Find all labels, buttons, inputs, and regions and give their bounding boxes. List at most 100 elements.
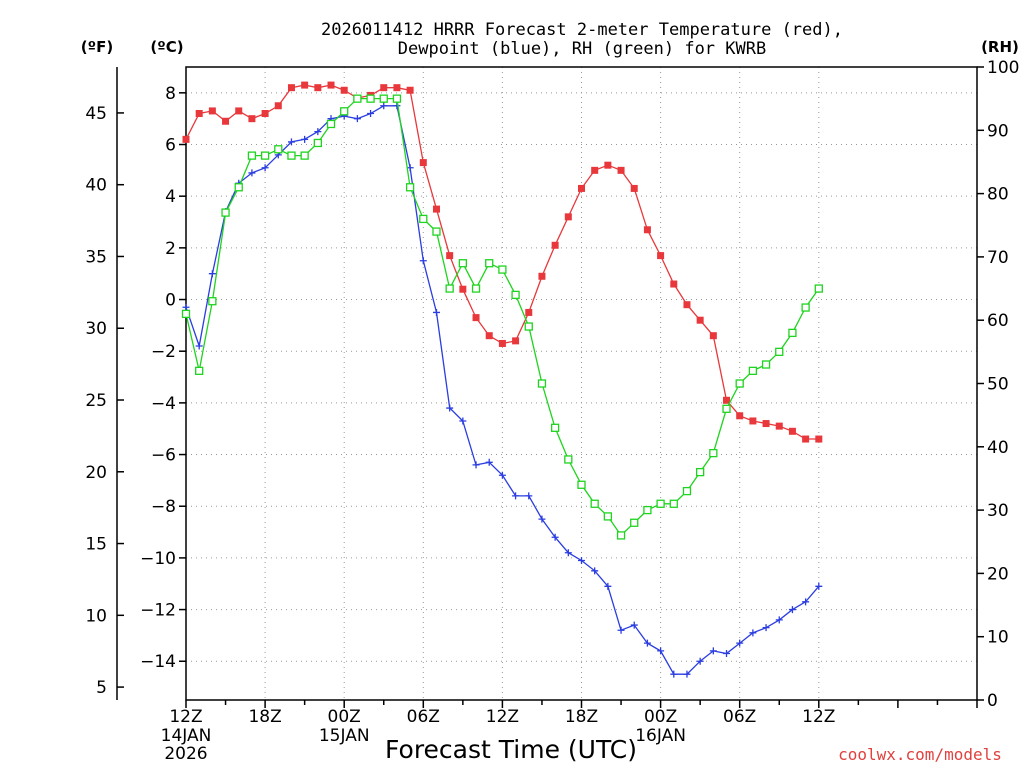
temperature-point: [301, 81, 309, 89]
celsius-tick-label: 2: [165, 239, 176, 259]
rh-point: [788, 328, 797, 338]
rh-point: [181, 309, 191, 319]
rh-point: [696, 467, 705, 477]
temperature-point: [538, 272, 546, 280]
rh-point: [485, 259, 494, 268]
dewpoint-point: [604, 582, 612, 590]
temperature-point: [446, 252, 454, 260]
rh-point: [656, 499, 665, 508]
rh-point: [405, 183, 415, 192]
celsius-tick-label: −4: [151, 394, 176, 414]
fahrenheit-tick-label: 35: [85, 247, 107, 267]
x-tick-year-label: 2026: [164, 744, 207, 764]
rh-point: [471, 284, 481, 293]
temperature-point: [630, 184, 638, 192]
dewpoint-point: [248, 169, 256, 177]
dewpoint-point: [578, 556, 585, 564]
dewpoint-point: [617, 626, 625, 634]
temperature-point: [195, 110, 203, 118]
rh-point: [524, 322, 533, 331]
fahrenheit-tick-label: 45: [85, 104, 107, 124]
temperature-point: [512, 337, 520, 345]
fahrenheit-tick-label: 5: [96, 678, 107, 698]
rh-point: [630, 518, 639, 527]
temperature-point: [261, 110, 269, 118]
dewpoint-point: [749, 629, 757, 637]
temperature-point: [525, 308, 533, 316]
fahrenheit-tick-label: 30: [85, 319, 107, 339]
rh-point: [564, 455, 573, 464]
rh-point: [366, 94, 375, 103]
data-series: [181, 81, 823, 678]
temperature-point: [591, 166, 599, 174]
series-temperature: [182, 81, 823, 443]
fahrenheit-tick-label: 20: [85, 463, 107, 483]
x-tick-label: 12Z: [802, 707, 835, 727]
fahrenheit-tick-label: 40: [85, 176, 107, 196]
dewpoint-point: [498, 471, 506, 479]
temperature-point: [274, 102, 282, 110]
dewpoint-point: [419, 257, 427, 265]
rh-tick-label: 10: [987, 628, 1009, 648]
temperature-point: [604, 161, 612, 169]
rh-point: [300, 151, 309, 160]
gridlines: [186, 67, 977, 700]
dewpoint-point: [657, 647, 665, 655]
rh-point: [537, 379, 547, 388]
dewpoint-point: [367, 110, 375, 118]
dewpoint-point: [564, 549, 572, 557]
dewpoint-point: [301, 135, 309, 143]
rh-tick-label: 20: [987, 564, 1009, 584]
x-tick-label: 06Z: [407, 707, 440, 727]
rh-point: [577, 480, 586, 489]
x-tick-date-label: 14JAN: [161, 726, 212, 746]
temperature-point: [670, 280, 678, 288]
dewpoint-point: [538, 515, 546, 523]
dewpoint-point: [643, 639, 651, 647]
rh-point: [195, 366, 204, 375]
rh-tick-label: 90: [987, 121, 1009, 141]
dewpoint-point: [208, 270, 216, 278]
celsius-tick-label: −8: [151, 497, 176, 517]
rh-point: [616, 531, 626, 540]
temperature-point: [419, 159, 427, 167]
rh-point: [669, 499, 678, 508]
rh-tick-label: 0: [987, 691, 998, 711]
rh-point: [353, 94, 362, 103]
series-rh: [181, 94, 823, 540]
rh-point: [511, 290, 520, 300]
dewpoint-point: [670, 670, 678, 678]
x-tick-label: 18Z: [248, 707, 281, 727]
temperature-point: [208, 107, 216, 115]
dewpoint-point: [591, 567, 599, 575]
fahrenheit-unit-label: (ºF): [81, 38, 113, 56]
rh-point: [590, 499, 599, 508]
temperature-point: [314, 84, 322, 92]
temperature-point: [657, 252, 665, 260]
rh-point: [432, 227, 441, 236]
temperature-point: [248, 115, 256, 123]
dewpoint-point: [775, 616, 783, 624]
x-tick-label: 00Z: [644, 707, 677, 727]
temperature-point: [222, 117, 230, 125]
chart-labels: 2026011412 HRRR Forecast 2-meter Tempera…: [81, 20, 1019, 764]
rh-tick-label: 80: [987, 185, 1009, 205]
dewpoint-point: [696, 657, 704, 665]
temperature-point: [762, 420, 770, 428]
temperature-point: [683, 301, 691, 309]
temperature-point: [393, 84, 401, 92]
dewpoint-point: [261, 164, 269, 172]
rh-point: [287, 151, 296, 160]
rh-point: [682, 486, 692, 496]
dewpoint-point: [815, 582, 823, 590]
rh-point: [445, 284, 454, 293]
rh-point: [208, 297, 217, 306]
dewpoint-point: [630, 621, 638, 629]
rh-point: [709, 448, 718, 458]
rh-point: [221, 208, 230, 217]
rh-point: [313, 138, 322, 148]
x-tick-label: 00Z: [328, 707, 361, 727]
dewpoint-point: [314, 128, 322, 136]
rh-point: [775, 347, 784, 357]
